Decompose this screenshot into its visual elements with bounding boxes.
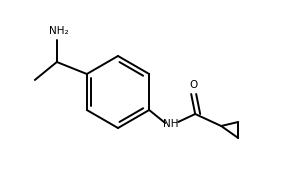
Text: NH₂: NH₂ (49, 26, 69, 36)
Text: O: O (189, 80, 197, 90)
Text: NH: NH (164, 119, 179, 129)
